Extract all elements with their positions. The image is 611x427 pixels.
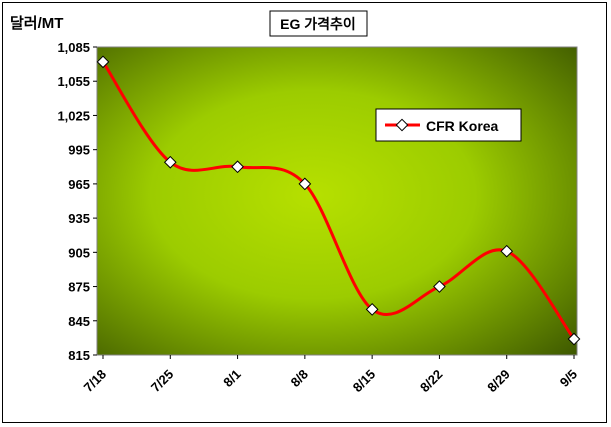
- y-tick-label: 995: [68, 143, 90, 158]
- x-axis-ticks: 7/18 7/25 8/1 8/8 8/15 8/22 8/29 9/5: [81, 355, 580, 396]
- y-tick-label: 965: [68, 177, 90, 192]
- legend-swatch-marker: [395, 118, 409, 132]
- y-tick-label: 1,055: [57, 74, 90, 89]
- chart-title: EG 가격추이: [280, 16, 356, 32]
- x-tick-label: 9/5: [557, 367, 580, 390]
- y-tick-label: 815: [68, 348, 90, 363]
- series-markers: [96, 55, 581, 346]
- data-point-marker: [365, 303, 379, 316]
- x-tick-label: 7/25: [148, 367, 177, 396]
- data-point-marker: [433, 280, 446, 293]
- legend-label: CFR Korea: [426, 118, 499, 134]
- x-tick-label: 8/29: [484, 367, 513, 396]
- data-point-marker: [163, 155, 177, 169]
- y-axis-ticks: 815 845 875 905 935 965 995 1,025 1,055 1,085: [57, 40, 97, 363]
- data-point-marker: [567, 332, 581, 346]
- data-point-marker: [500, 244, 514, 258]
- x-tick-label: 7/18: [81, 367, 110, 396]
- y-tick-label: 875: [68, 280, 90, 295]
- chart-title-box: [269, 10, 368, 37]
- data-point-marker: [231, 160, 244, 174]
- plot-area: [96, 46, 578, 356]
- x-tick-label: 8/22: [417, 367, 446, 396]
- y-axis-label: 달러/MT: [10, 14, 63, 32]
- x-tick-label: 8/8: [288, 367, 311, 390]
- y-tick-label: 845: [68, 314, 90, 329]
- legend: CFR Korea: [375, 108, 522, 142]
- data-point-marker: [96, 55, 110, 69]
- x-tick-label: 8/15: [350, 367, 379, 396]
- data-point-marker: [298, 177, 312, 191]
- x-tick-label: 8/1: [220, 367, 243, 390]
- y-tick-label: 905: [68, 245, 90, 260]
- y-tick-label: 1,025: [57, 108, 90, 123]
- y-tick-label: 935: [68, 211, 90, 226]
- y-tick-label: 1,085: [57, 40, 90, 55]
